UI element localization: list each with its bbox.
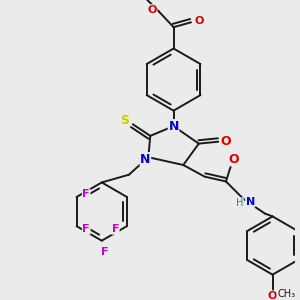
Text: F: F [112, 224, 119, 234]
Text: N: N [246, 197, 255, 207]
Text: F: F [82, 189, 90, 199]
Text: S: S [121, 114, 130, 127]
Text: O: O [268, 291, 277, 300]
Text: CH₃: CH₃ [277, 289, 295, 299]
Text: O: O [221, 135, 231, 148]
Text: F: F [101, 247, 108, 257]
Text: N: N [168, 120, 179, 133]
Text: F: F [82, 224, 90, 234]
Text: O: O [194, 16, 203, 26]
Text: H: H [236, 198, 243, 208]
Text: N: N [140, 153, 151, 166]
Text: O: O [148, 5, 157, 15]
Text: O: O [228, 153, 239, 166]
